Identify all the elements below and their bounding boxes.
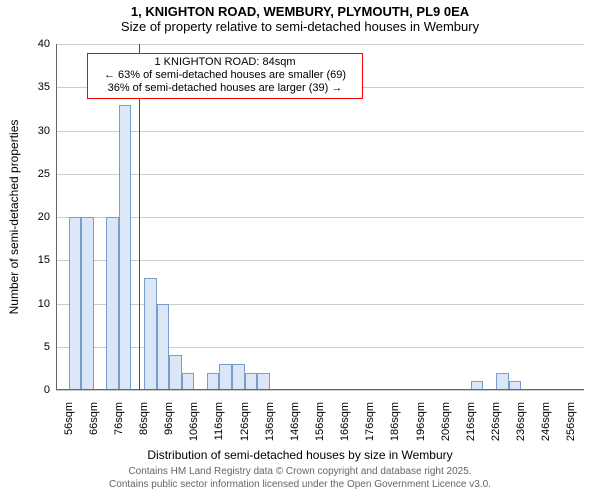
x-axis-tick-label: 106sqm (188, 402, 200, 452)
x-axis-tick-label: 96sqm (163, 402, 175, 452)
x-axis-tick-label: 206sqm (440, 402, 452, 452)
gridline (56, 174, 584, 175)
histogram-bar (496, 373, 509, 390)
x-axis-tick-label: 166sqm (339, 402, 351, 452)
histogram-bar (69, 217, 82, 390)
y-axis-tick-label: 20 (26, 211, 50, 223)
histogram-bar (207, 373, 220, 390)
histogram-bar (245, 373, 258, 390)
y-axis-line (56, 44, 57, 390)
x-axis-label: Distribution of semi-detached houses by … (0, 448, 600, 462)
x-axis-tick-label: 86sqm (138, 402, 150, 452)
histogram-bar (257, 373, 270, 390)
histogram-bar (182, 373, 195, 390)
histogram-bar (219, 364, 232, 390)
chart-title-line1: 1, KNIGHTON ROAD, WEMBURY, PLYMOUTH, PL9… (0, 4, 600, 19)
x-axis-tick-label: 176sqm (364, 402, 376, 452)
x-axis-tick-label: 226sqm (490, 402, 502, 452)
gridline (56, 347, 584, 348)
credits-line-1: Contains HM Land Registry data © Crown c… (0, 466, 600, 479)
annotation-line-3: 36% of semi-detached houses are larger (… (92, 82, 358, 95)
histogram-bar (144, 278, 157, 390)
credits-line-2: Contains public sector information licen… (0, 479, 600, 492)
annotation-line-1: 1 KNIGHTON ROAD: 84sqm (92, 56, 358, 69)
y-axis-label: Number of semi-detached properties (7, 120, 21, 315)
x-axis-tick-label: 136sqm (264, 402, 276, 452)
annotation-line-2: ← 63% of semi-detached houses are smalle… (92, 69, 358, 82)
annotation-box: 1 KNIGHTON ROAD: 84sqm ← 63% of semi-det… (87, 53, 363, 99)
gridline (56, 217, 584, 218)
x-axis-line (56, 389, 584, 390)
gridline (56, 304, 584, 305)
x-axis-tick-label: 116sqm (213, 402, 225, 452)
page: { "canvas": { "width": 600, "height": 50… (0, 0, 600, 500)
y-axis-tick-label: 15 (26, 254, 50, 266)
histogram-bar (119, 105, 132, 390)
histogram-bar (106, 217, 119, 390)
histogram-bar (81, 217, 94, 390)
x-axis-tick-label: 76sqm (113, 402, 125, 452)
y-axis-tick-label: 0 (26, 384, 50, 396)
gridline (56, 390, 584, 391)
x-axis-tick-label: 126sqm (239, 402, 251, 452)
x-axis-tick-label: 56sqm (63, 402, 75, 452)
chart-credits: Contains HM Land Registry data © Crown c… (0, 466, 600, 491)
x-axis-tick-label: 246sqm (540, 402, 552, 452)
chart-title: 1, KNIGHTON ROAD, WEMBURY, PLYMOUTH, PL9… (0, 4, 600, 34)
gridline (56, 260, 584, 261)
gridline (56, 44, 584, 45)
y-axis-tick-label: 10 (26, 298, 50, 310)
x-axis-tick-label: 156sqm (314, 402, 326, 452)
histogram-bar (232, 364, 245, 390)
x-axis-tick-label: 66sqm (88, 402, 100, 452)
y-axis-tick-label: 35 (26, 81, 50, 93)
y-axis-tick-label: 5 (26, 341, 50, 353)
gridline (56, 131, 584, 132)
chart-title-line2: Size of property relative to semi-detach… (0, 19, 600, 34)
x-axis-tick-label: 256sqm (565, 402, 577, 452)
x-axis-tick-label: 186sqm (389, 402, 401, 452)
y-axis-tick-label: 25 (26, 168, 50, 180)
histogram-bar (157, 304, 170, 391)
y-axis-tick-label: 30 (26, 125, 50, 137)
x-axis-tick-label: 236sqm (515, 402, 527, 452)
histogram-bar (169, 355, 182, 390)
x-axis-tick-label: 146sqm (289, 402, 301, 452)
x-axis-tick-label: 196sqm (415, 402, 427, 452)
y-axis-tick-label: 40 (26, 38, 50, 50)
x-axis-tick-label: 216sqm (465, 402, 477, 452)
